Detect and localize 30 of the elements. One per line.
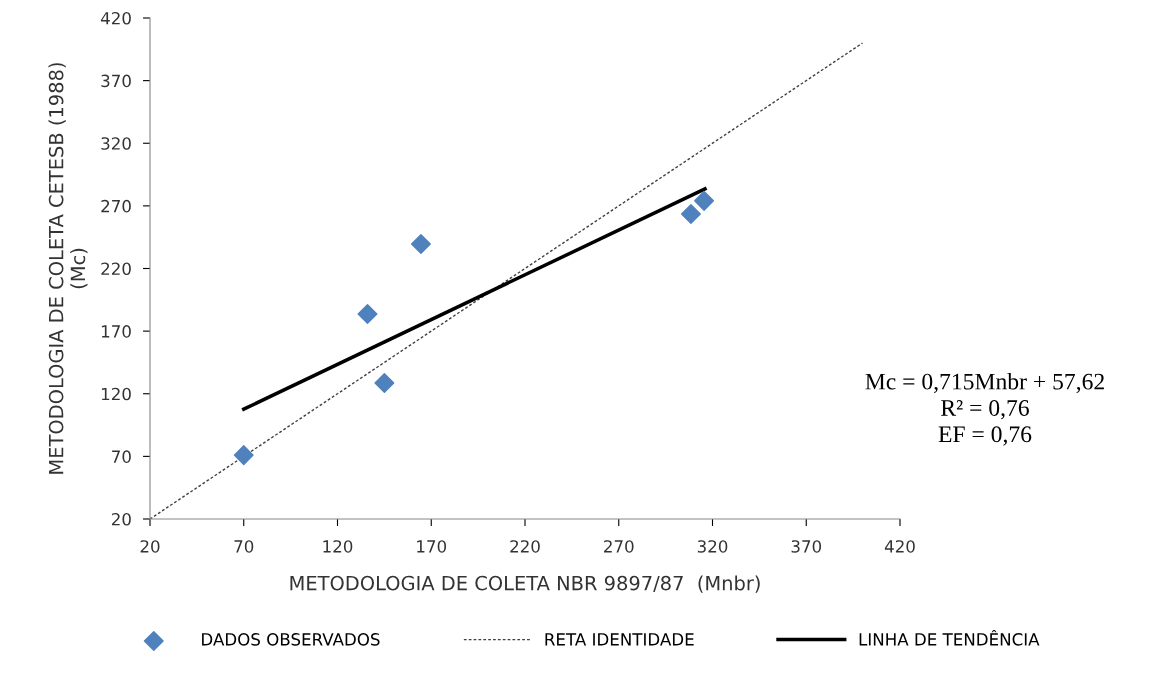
x-tick-label: 120 (323, 540, 353, 553)
point (233, 445, 254, 466)
x-tick-label: 320 (697, 540, 728, 553)
y-tick-label: 370 (101, 74, 131, 88)
x-tick-label: 270 (604, 540, 634, 553)
x-tick-label: 220 (510, 540, 540, 553)
point (680, 204, 701, 225)
legend-label: LINHA DE TENDÊNCIA (859, 629, 1040, 646)
y-tick-label: 120 (101, 387, 131, 401)
x-tick-label: 70 (234, 540, 254, 553)
y-tick-label: 20 (111, 512, 131, 526)
y-tick-label: 70 (112, 450, 131, 463)
x-tick-label: 420 (884, 540, 915, 553)
y-tick-label: 170 (101, 325, 131, 338)
point (410, 233, 431, 254)
y-tick-label: 220 (101, 262, 131, 276)
x-tick-label: 20 (140, 540, 160, 553)
legend-label: RETA IDENTIDADE (545, 633, 694, 646)
legend-label: DADOS OBSERVADOS (202, 633, 380, 646)
x-tick-label: 370 (791, 540, 822, 553)
y-tick-label: 320 (101, 137, 131, 150)
point (357, 303, 378, 324)
x-tick-label: 170 (417, 540, 447, 553)
y-axis-title: METODOLOGIA DE COLETA CETESB (1988) (Mc) (48, 63, 88, 474)
y-tick-label: 420 (100, 11, 131, 25)
point (374, 372, 395, 393)
x-axis-title: METODOLOGIA DE COLETA NBR 9897/87 (Mnbr) (290, 575, 760, 593)
point (694, 190, 715, 211)
y-tick-label: 270 (101, 199, 131, 213)
annotation: Mc = 0,715Mnbr + 57,62 R² = 0,76 EF = 0,76 (865, 372, 1104, 446)
